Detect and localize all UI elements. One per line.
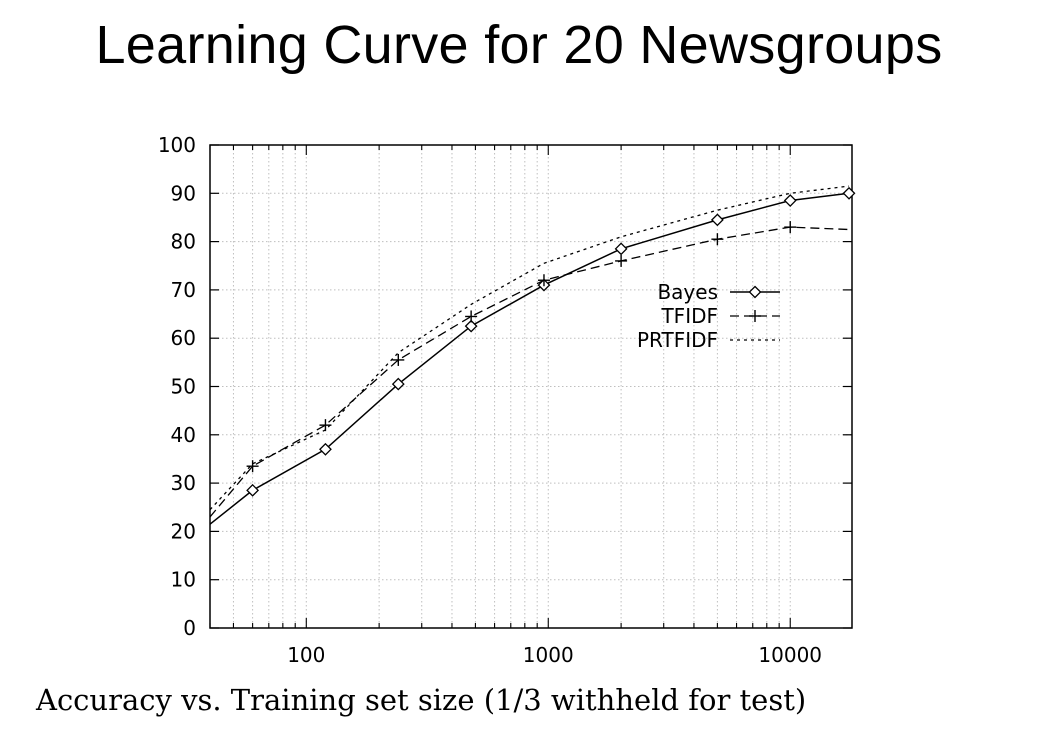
y-tick-label: 80 (171, 230, 196, 254)
y-tick-label: 50 (171, 375, 196, 399)
slide-title: Learning Curve for 20 Newsgroups (95, 15, 943, 75)
y-tick-label: 60 (171, 326, 196, 350)
legend-label-tfidf: TFIDF (660, 304, 718, 328)
bayes-point (246, 483, 260, 497)
tfidf-point (246, 460, 259, 473)
tfidf-point (784, 221, 797, 234)
series-lines (209, 185, 856, 525)
y-tick-label: 10 (171, 568, 196, 592)
prtfidf-line (209, 185, 850, 511)
y-tick-label: 30 (171, 471, 196, 495)
bayes-point (710, 213, 724, 227)
legend-label-bayes: Bayes (657, 280, 718, 304)
legend-label-prtfidf: PRTFIDF (637, 328, 718, 352)
bayes-point (464, 319, 478, 333)
x-tick-label: 1000 (523, 643, 574, 667)
bayes-point (391, 377, 405, 391)
y-tick-label: 70 (171, 278, 196, 302)
tfidf-point (615, 254, 628, 267)
learning-curve-chart: 0 10 20 30 40 50 60 70 80 90 100 100 1000 10000 Bayes… (158, 133, 856, 667)
y-tick-label: 90 (171, 181, 196, 205)
bayes-point (842, 186, 856, 200)
legend-marker-tfidf (749, 310, 761, 322)
figure-caption: Accuracy vs. Training set size (1/3 with… (36, 683, 807, 717)
tfidf-point (537, 274, 550, 287)
y-tick-label: 40 (171, 423, 196, 447)
grid (209, 144, 852, 629)
bayes-line (209, 192, 850, 525)
tfidf-point (465, 310, 478, 323)
bayes-point (783, 194, 797, 207)
axes: 0 10 20 30 40 50 60 70 80 90 100 100 1000 10000 (158, 133, 853, 667)
bayes-point (319, 442, 332, 456)
legend-marker-bayes (748, 285, 762, 299)
y-tick-label: 20 (171, 519, 196, 543)
y-tick-label: 100 (158, 133, 196, 157)
tfidf-point (392, 353, 405, 366)
bayes-point (614, 242, 628, 256)
tfidf-point (711, 233, 724, 246)
y-tick-label: 0 (183, 616, 196, 640)
x-tick-label: 100 (287, 643, 325, 667)
x-tick-label: 10000 (758, 643, 822, 667)
